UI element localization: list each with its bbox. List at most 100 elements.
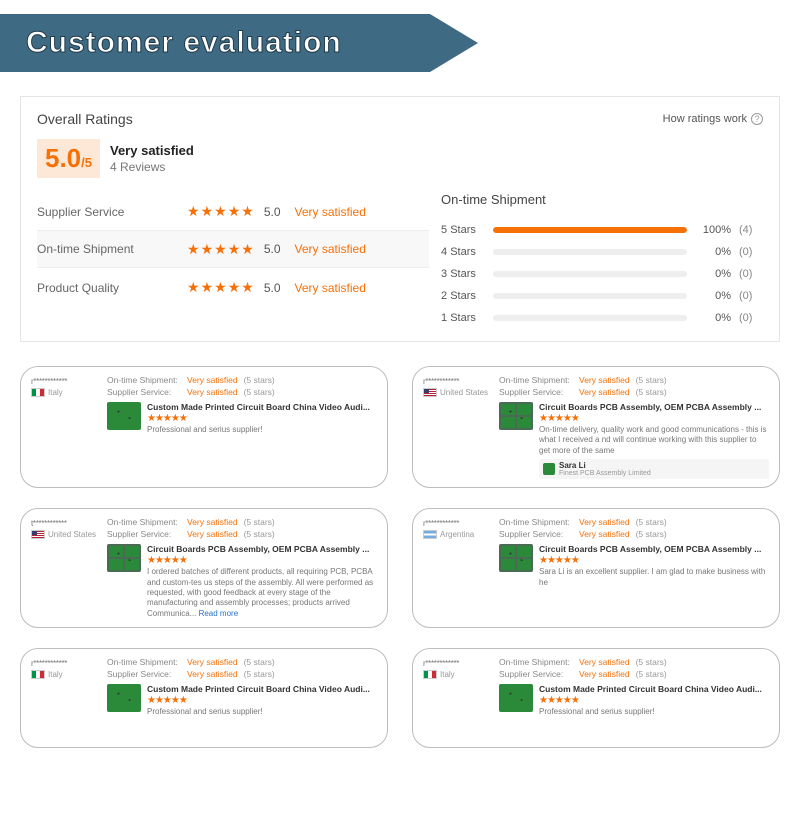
ontime-label: On-time Shipment: [107,375,181,385]
metric-row[interactable]: On-time Shipment★★★★★5.0Very satisfied [37,230,429,268]
country-label: United States [48,530,96,539]
dist-row[interactable]: 1 Stars0%(0) [441,307,763,329]
product-title[interactable]: Custom Made Printed Circuit Board China … [147,402,377,412]
flag-icon [423,670,437,679]
reviews-count: 4 Reviews [110,160,194,174]
review-tile[interactable]: r************ Italy On-time Shipment: Very … [20,366,388,488]
dist-row[interactable]: 3 Stars 0% (0) [441,263,763,285]
product-title[interactable]: Custom Made Printed Circuit Board China … [539,684,769,694]
dist-pct: 0% [695,246,731,258]
reviewer-name: t************ [31,519,67,528]
review-stars: ★★★★★ [539,413,769,424]
review-comment: Professional and serius supplier! [539,707,769,717]
star-rating: ★★★★★ [187,279,254,296]
reviewer-name: r************ [31,659,67,668]
dist-row[interactable]: 5 Stars 100% (4) [441,219,763,241]
dist-label: 1 Stars [441,312,485,324]
seller-avatar-icon [543,463,555,475]
flag-icon [31,388,45,397]
metrics-list: Supplier Service★★★★★5.0Very satisfiedOn… [37,192,429,329]
product-title[interactable]: Circuit Boards PCB Assembly, OEM PCBA As… [539,402,769,412]
flag-icon [423,388,437,397]
star-rating: ★★★★★ [187,241,254,258]
review-comment: Sara Li is an excellent supplier. I am g… [539,567,769,588]
review-comment: On-time delivery, quality work and good … [539,425,769,456]
how-ratings-link[interactable]: How ratings work ? [663,113,763,125]
product-thumb [107,684,141,712]
reviewer-name: r************ [423,659,459,668]
score-value: 5.0 [45,143,81,174]
country-label: Italy [48,388,63,397]
overall-ratings-label: Overall Ratings [37,111,133,127]
ontime-label: On-time Shipment: [499,517,573,527]
dist-count: (4) [739,224,763,236]
country-label: Italy [48,670,63,679]
ontime-stars: (5 stars) [636,517,667,527]
dist-bar [493,227,687,233]
ontime-label: On-time Shipment: [499,657,573,667]
review-comment: Professional and serius supplier! [147,425,377,435]
seller-name: Sara Li [559,461,651,470]
ontime-value: Very satisfied [579,375,630,385]
supplier-value: Very satisfied [187,529,238,539]
dist-pct: 100% [695,224,731,236]
header-banner: Customer evaluation [0,14,800,72]
country-label: United States [440,388,488,397]
supplier-stars: (5 stars) [244,387,275,397]
dist-count: (0) [739,268,763,280]
metric-row[interactable]: Product Quality★★★★★5.0Very satisfied [37,268,429,306]
seller-company: Finest PCB Assembly Limited [559,470,651,477]
dist-row[interactable]: 2 Stars0%(0) [441,285,763,307]
ontime-stars: (5 stars) [636,657,667,667]
dist-label: 3 Stars [441,268,485,280]
review-tile[interactable]: r************ItalyOn-time Shipment:Very … [20,648,388,748]
dist-bar [493,249,687,255]
metric-score: 5.0 [264,242,281,256]
distribution-list: 5 Stars 100% (4) 4 Stars 0% (0)3 Stars 0% (0) 2 … [441,219,763,329]
metric-score: 5.0 [264,205,281,219]
product-title[interactable]: Circuit Boards PCB Assembly, OEM PCBA As… [539,544,769,554]
dist-pct: 0% [695,268,731,280]
reviewer-name: r************ [423,519,459,528]
supplier-value: Very satisfied [187,387,238,397]
ontime-stars: (5 stars) [244,375,275,385]
metric-tag: Very satisfied [295,281,366,295]
read-more-link[interactable]: Read more [199,609,239,618]
dist-bar [493,293,687,299]
flag-icon [31,670,45,679]
metric-row[interactable]: Supplier Service★★★★★5.0Very satisfied [37,192,429,230]
review-stars: ★★★★★ [147,413,377,424]
supplier-value: Very satisfied [579,529,630,539]
supplier-stars: (5 stars) [636,669,667,679]
product-title[interactable]: Custom Made Printed Circuit Board China … [147,684,377,694]
metric-label: Product Quality [37,281,187,295]
ontime-label: On-time Shipment: [499,375,573,385]
review-tile[interactable]: r************ItalyOn-time Shipment:Very … [412,648,780,748]
dist-pct: 0% [695,290,731,302]
review-tile[interactable]: t************United StatesOn-time Shipme… [20,508,388,628]
review-stars: ★★★★★ [539,695,769,706]
ontime-value: Very satisfied [187,375,238,385]
supplier-label: Supplier Service: [107,387,181,397]
product-thumb [499,684,533,712]
metric-tag: Very satisfied [295,242,366,256]
ontime-stars: (5 stars) [636,375,667,385]
supplier-label: Supplier Service: [499,387,573,397]
supplier-stars: (5 stars) [244,669,275,679]
banner-title: Customer evaluation [26,26,342,60]
metric-tag: Very satisfied [295,205,366,219]
metric-label: Supplier Service [37,205,187,219]
review-tile[interactable]: r************ArgentinaOn-time Shipment:V… [412,508,780,628]
review-grid: r************ Italy On-time Shipment: Very … [20,366,780,748]
dist-row[interactable]: 4 Stars0%(0) [441,241,763,263]
reviewer-name: r************ [31,377,67,386]
supplier-label: Supplier Service: [499,529,573,539]
product-title[interactable]: Circuit Boards PCB Assembly, OEM PCBA As… [147,544,377,554]
ontime-value: Very satisfied [187,657,238,667]
supplier-label: Supplier Service: [499,669,573,679]
dist-label: 2 Stars [441,290,485,302]
review-tile[interactable]: r************United StatesOn-time Shipme… [412,366,780,488]
dist-label: 5 Stars [441,224,485,236]
dist-label: 4 Stars [441,246,485,258]
product-thumb [107,544,141,572]
